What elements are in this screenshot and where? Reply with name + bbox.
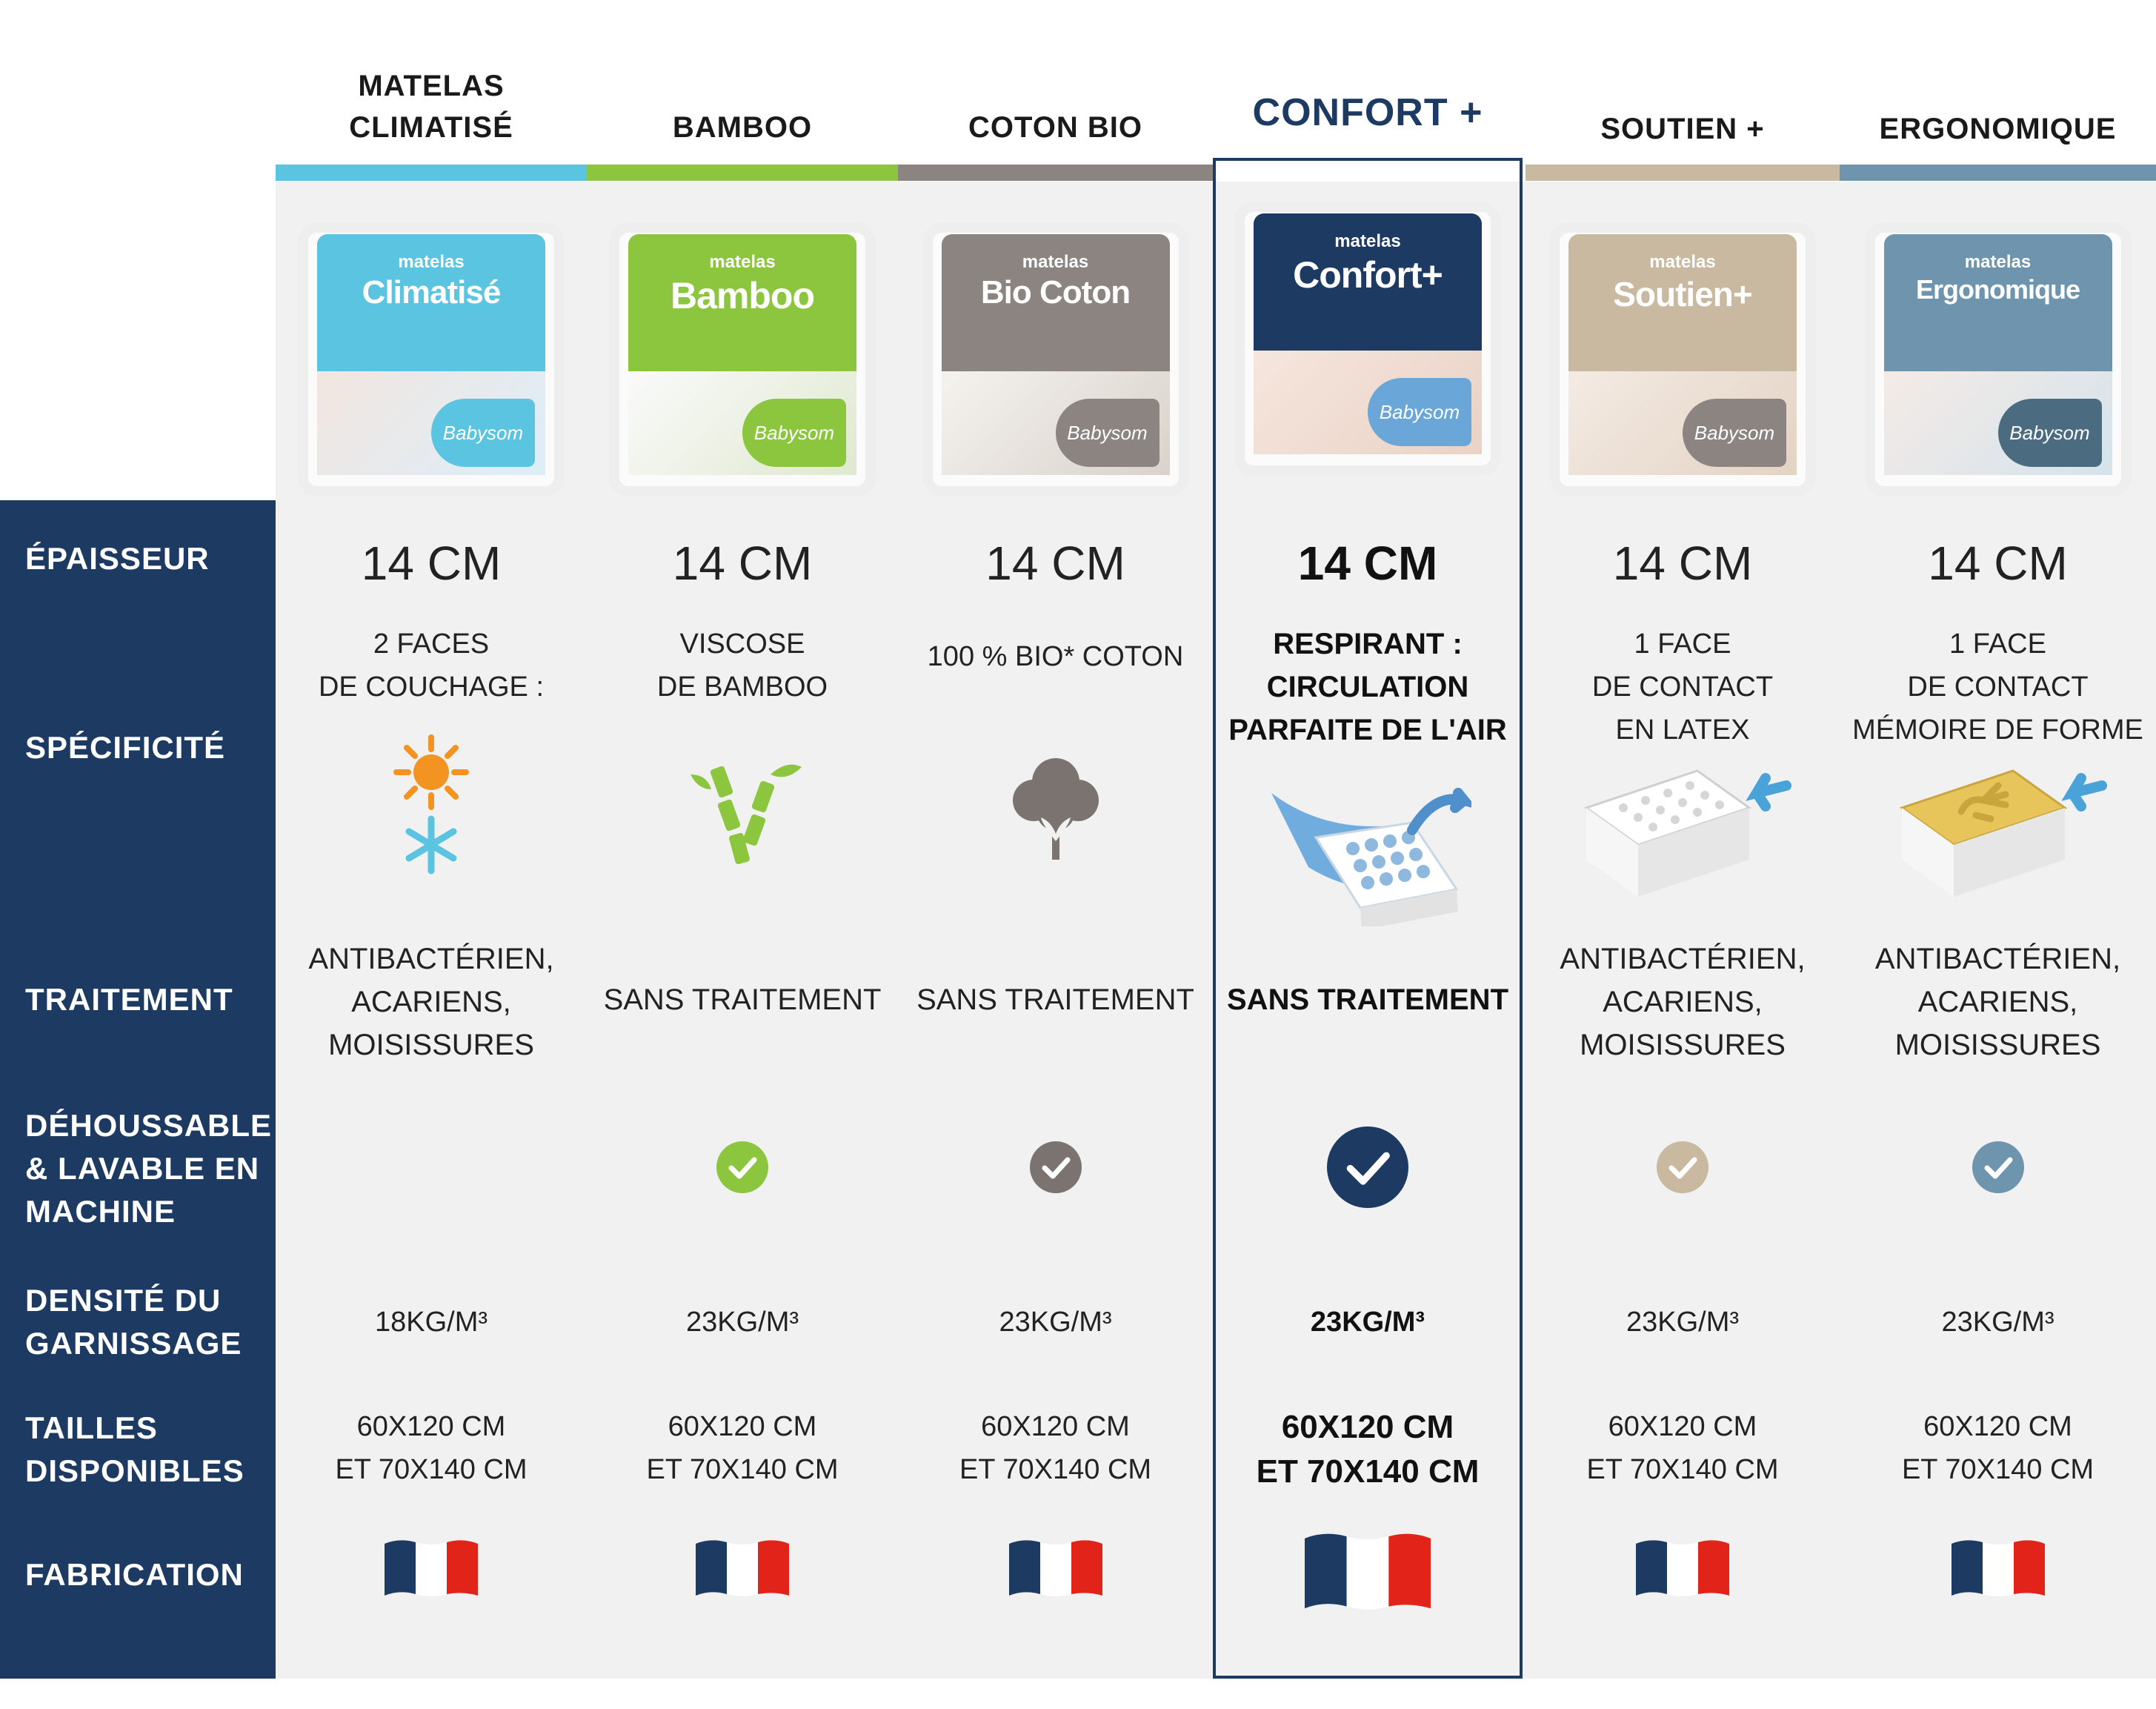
- washable-check-icon: [1972, 1141, 2024, 1193]
- thickness-value: 14 CM: [1612, 537, 1753, 590]
- thickness-value: 14 CM: [672, 537, 813, 590]
- sizes-text: 60X120 CM ET 70X140 CM: [1901, 1411, 2095, 1485]
- column-header: BAMBOO: [672, 111, 813, 144]
- washable-check-icon: [716, 1141, 768, 1193]
- france-flag-icon: [1951, 1538, 2045, 1597]
- france-flag-icon: [1008, 1538, 1102, 1597]
- product-package-image: matelas Bamboo Babysom: [609, 222, 876, 497]
- column-header: MATELAS CLIMATISÉ: [349, 70, 513, 144]
- column-header: COTON BIO: [968, 111, 1142, 144]
- washable-check-icon: [1029, 1141, 1082, 1193]
- column-color-bar: [1840, 165, 2156, 181]
- washable-check-icon: [1327, 1126, 1408, 1208]
- column-climatise: MATELAS CLIMATISÉ matelas Climatisé Babys…: [276, 0, 587, 1679]
- product-package-image: matelas Confort+ Babysom: [1234, 202, 1501, 476]
- product-package-image: matelas Climatisé Babysom: [298, 222, 565, 497]
- density-value: 23KG/M³: [1626, 1307, 1740, 1338]
- treatment-text: SANS TRAITEMENT: [603, 983, 882, 1016]
- treatment-text: ANTIBACTÉRIEN, ACARIENS, MOISISSURES: [1874, 943, 2121, 1061]
- memory-foam-icon: [1887, 756, 2109, 904]
- sun-snowflake-icon: [365, 730, 498, 878]
- thickness-value: 14 CM: [361, 537, 502, 590]
- row-label-densite: DENSITÉ DU GARNISSAGE: [25, 1283, 242, 1361]
- comparison-table-body: [276, 182, 2156, 1679]
- treatment-text: ANTIBACTÉRIEN, ACARIENS, MOISISSURES: [308, 943, 554, 1061]
- sizes-text: 60X120 CM ET 70X140 CM: [1256, 1409, 1480, 1490]
- treatment-text: ANTIBACTÉRIEN, ACARIENS, MOISISSURES: [1560, 943, 1806, 1061]
- sizes-text: 60X120 CM ET 70X140 CM: [959, 1411, 1152, 1485]
- france-flag-icon: [385, 1538, 478, 1597]
- column-coton-bio: COTON BIO matelas Bio Coton Babysom 14 CM…: [898, 0, 1213, 1679]
- product-package-image: matelas Soutien+ Babysom: [1549, 222, 1816, 497]
- product-package-image: matelas Bio Coton Babysom: [922, 222, 1189, 497]
- density-value: 23KG/M³: [1941, 1307, 2054, 1338]
- density-value: 23KG/M³: [1310, 1307, 1425, 1338]
- treatment-text: SANS TRAITEMENT: [916, 983, 1194, 1016]
- density-value: 23KG/M³: [999, 1307, 1112, 1338]
- row-label-epaisseur: ÉPAISSEUR: [25, 541, 210, 576]
- row-label-traitement: TRAITEMENT: [25, 982, 233, 1017]
- airflow-mesh-icon: [1264, 778, 1478, 930]
- column-header: SOUTIEN +: [1600, 113, 1765, 145]
- speciality-text: 1 FACE DE CONTACT MÉMOIRE DE FORME: [1852, 628, 2143, 746]
- row-label-tailles: TAILLES DISPONIBLES: [25, 1410, 244, 1488]
- france-flag-icon: [1636, 1538, 1729, 1597]
- speciality-text: 100 % BIO* COTON: [927, 641, 1184, 672]
- row-label-specificite: SPÉCIFICITÉ: [25, 730, 226, 765]
- column-color-bar: [276, 165, 587, 181]
- sizes-text: 60X120 CM ET 70X140 CM: [1586, 1411, 1779, 1485]
- treatment-text: SANS TRAITEMENT: [1227, 983, 1508, 1016]
- column-color-bar: [898, 165, 1213, 181]
- column-header: CONFORT +: [1252, 91, 1483, 134]
- bamboo-icon: [676, 730, 809, 878]
- column-bamboo: BAMBOO matelas Bamboo Babysom 14 CM VISCO…: [587, 0, 898, 1679]
- row-label-fabrication: FABRICATION: [25, 1557, 244, 1592]
- column-confort-plus: CONFORT + matelas Confort+ Babysom 14 CM …: [1213, 0, 1523, 1679]
- column-ergonomique: ERGONOMIQUE matelas Ergonomique Babysom 1…: [1840, 0, 2156, 1679]
- washable-check-icon: [1657, 1141, 1709, 1193]
- density-value: 23KG/M³: [685, 1307, 799, 1338]
- row-label-panel: [0, 500, 276, 1679]
- thickness-value: 14 CM: [1297, 537, 1438, 590]
- row-label-dehoussable: DÉHOUSSABLE & LAVABLE EN MACHINE: [25, 1108, 273, 1229]
- france-flag-icon: [696, 1538, 789, 1597]
- column-header: ERGONOMIQUE: [1879, 113, 2117, 145]
- column-color-bar: [587, 165, 898, 181]
- column-color-bar: [1525, 165, 1840, 181]
- thickness-value: 14 CM: [985, 537, 1125, 590]
- latex-layer-icon: [1571, 756, 1794, 904]
- sizes-text: 60X120 CM ET 70X140 CM: [335, 1411, 528, 1485]
- sizes-text: 60X120 CM ET 70X140 CM: [646, 1411, 839, 1485]
- speciality-text: VISCOSE DE BAMBOO: [656, 628, 828, 703]
- speciality-text: RESPIRANT : CIRCULATION PARFAITE DE L'AI…: [1228, 628, 1507, 746]
- cotton-flower-icon: [989, 730, 1122, 878]
- column-soutien-plus: SOUTIEN + matelas Soutien+ Babysom 14 CM …: [1525, 0, 1840, 1679]
- product-package-image: matelas Ergonomique Babysom: [1864, 222, 2132, 497]
- speciality-text: 1 FACE DE CONTACT EN LATEX: [1591, 628, 1774, 746]
- thickness-value: 14 CM: [1928, 537, 2068, 590]
- density-value: 18KG/M³: [374, 1307, 488, 1338]
- france-flag-icon: [1305, 1530, 1431, 1610]
- speciality-text: 2 FACES DE COUCHAGE :: [318, 628, 545, 703]
